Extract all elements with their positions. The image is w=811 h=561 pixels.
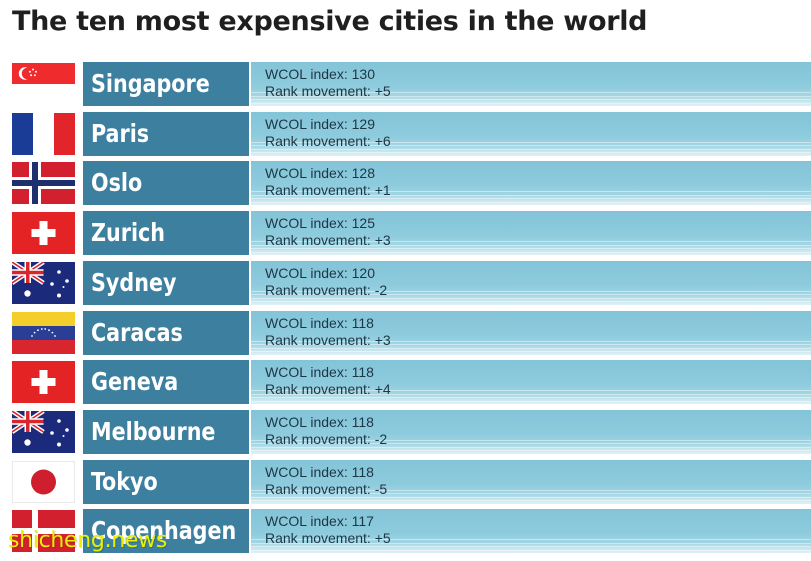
city-name: Zurich bbox=[91, 218, 166, 248]
switzerland-flag-icon bbox=[12, 361, 75, 404]
australia-flag-icon bbox=[12, 261, 75, 304]
index-bar: WCOL index: 117 Rank movement: +5 bbox=[251, 509, 811, 554]
city-label: Paris bbox=[83, 111, 249, 156]
wcol-index-label: WCOL index: 117 bbox=[265, 513, 374, 530]
rank-movement-label: Rank movement: +6 bbox=[265, 132, 391, 149]
norway-flag-icon bbox=[12, 162, 75, 205]
australia-flag-icon bbox=[12, 410, 75, 453]
table-row: Oslo WCOL index: 128 Rank movement: +1 bbox=[0, 161, 811, 206]
city-name: Tokyo bbox=[91, 466, 158, 496]
rank-movement-label: Rank movement: +4 bbox=[265, 381, 391, 398]
table-row: Sydney WCOL index: 120 Rank movement: -2 bbox=[0, 260, 811, 305]
city-name: Singapore bbox=[91, 69, 210, 98]
city-label: Sydney bbox=[83, 260, 249, 305]
table-row: Caracas WCOL index: 118 Rank movement: +3 bbox=[0, 310, 811, 355]
table-row: Paris WCOL index: 129 Rank movement: +6 bbox=[0, 111, 811, 156]
rank-movement-label: Rank movement: +3 bbox=[265, 331, 391, 348]
city-name: Copenhagen bbox=[91, 516, 237, 546]
city-label: Geneva bbox=[83, 360, 249, 405]
city-name: Oslo bbox=[91, 168, 143, 198]
wcol-index-label: WCOL index: 130 bbox=[265, 66, 375, 82]
table-row: Singapore WCOL index: 130 Rank movement: +… bbox=[0, 62, 811, 106]
table-row: Melbourne WCOL index: 118 Rank movement: -… bbox=[0, 409, 811, 454]
city-name: Caracas bbox=[91, 317, 183, 347]
index-bar: WCOL index: 130 Rank movement: +5 bbox=[251, 62, 811, 106]
table-row: Geneva WCOL index: 118 Rank movement: +4 bbox=[0, 360, 811, 405]
city-name: Sydney bbox=[91, 267, 177, 297]
chart-title: The ten most expensive cities in the wor… bbox=[12, 6, 648, 37]
wcol-index-label: WCOL index: 120 bbox=[265, 264, 375, 281]
city-name: Paris bbox=[91, 118, 150, 148]
denmark-flag-icon bbox=[12, 510, 75, 553]
wcol-index-label: WCOL index: 129 bbox=[265, 115, 375, 132]
index-bar: WCOL index: 118 Rank movement: +3 bbox=[251, 310, 811, 355]
index-bar: WCOL index: 118 Rank movement: -2 bbox=[251, 409, 811, 454]
index-bar: WCOL index: 125 Rank movement: +3 bbox=[251, 211, 811, 256]
france-flag-icon bbox=[12, 112, 75, 155]
watermark: shicheng.news bbox=[8, 528, 168, 553]
city-label: Tokyo bbox=[83, 459, 249, 504]
index-bar: WCOL index: 129 Rank movement: +6 bbox=[251, 111, 811, 156]
wcol-index-label: WCOL index: 118 bbox=[265, 413, 374, 430]
rank-movement-label: Rank movement: +1 bbox=[265, 182, 391, 199]
city-label: Caracas bbox=[83, 310, 249, 355]
city-label: Melbourne bbox=[83, 409, 249, 454]
wcol-index-label: WCOL index: 118 bbox=[265, 314, 374, 331]
wcol-index-label: WCOL index: 118 bbox=[265, 463, 374, 480]
index-bar: WCOL index: 118 Rank movement: -5 bbox=[251, 459, 811, 504]
city-name: Melbourne bbox=[91, 416, 216, 446]
index-bar: WCOL index: 120 Rank movement: -2 bbox=[251, 260, 811, 305]
rank-movement-label: Rank movement: +5 bbox=[265, 83, 391, 99]
wcol-index-label: WCOL index: 118 bbox=[265, 364, 374, 381]
city-label: Singapore bbox=[83, 62, 249, 106]
table-row: Zurich WCOL index: 125 Rank movement: +3 bbox=[0, 211, 811, 256]
city-label: Copenhagen bbox=[83, 509, 249, 554]
japan-flag-icon bbox=[12, 460, 75, 503]
switzerland-flag-icon bbox=[12, 212, 75, 255]
city-label: Oslo bbox=[83, 161, 249, 206]
rank-movement-label: Rank movement: -2 bbox=[265, 430, 388, 447]
index-bar: WCOL index: 118 Rank movement: +4 bbox=[251, 360, 811, 405]
singapore-flag-icon bbox=[12, 63, 75, 105]
rank-movement-label: Rank movement: -5 bbox=[265, 480, 388, 497]
wcol-index-label: WCOL index: 125 bbox=[265, 215, 375, 232]
city-label: Zurich bbox=[83, 211, 249, 256]
rank-movement-label: Rank movement: -2 bbox=[265, 281, 388, 298]
rank-movement-label: Rank movement: +5 bbox=[265, 530, 391, 547]
table-row: Copenhagen WCOL index: 117 Rank movement: … bbox=[0, 509, 811, 554]
index-bar: WCOL index: 128 Rank movement: +1 bbox=[251, 161, 811, 206]
table-row: Tokyo WCOL index: 118 Rank movement: -5 bbox=[0, 459, 811, 504]
city-name: Geneva bbox=[91, 367, 179, 397]
wcol-index-label: WCOL index: 128 bbox=[265, 165, 375, 182]
rank-movement-label: Rank movement: +3 bbox=[265, 232, 391, 249]
venezuela-flag-icon bbox=[12, 311, 75, 354]
